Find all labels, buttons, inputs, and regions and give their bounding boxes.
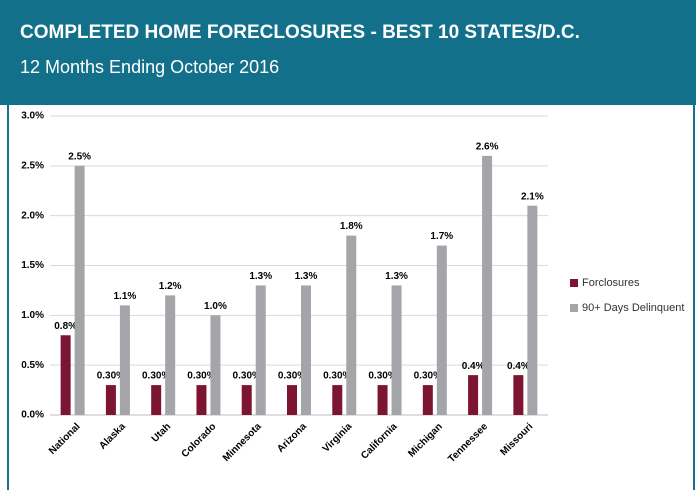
header-band (0, 0, 696, 105)
bar (60, 335, 71, 415)
legend-swatch (570, 279, 578, 287)
legend-swatch (570, 304, 578, 312)
value-label: 0.30% (368, 371, 396, 382)
y-tick-label: 3.0% (21, 111, 44, 122)
value-label: 1.3% (295, 271, 318, 282)
y-tick-label: 1.5% (21, 260, 44, 271)
bar (377, 385, 388, 415)
legend-label: 90+ Days Delinquent (582, 302, 684, 314)
x-tick-label: Tennessee (446, 421, 490, 465)
chart-title: COMPLETED HOME FORECLOSURES - BEST 10 ST… (20, 22, 580, 43)
value-label: 1.0% (204, 301, 227, 312)
bar (255, 285, 266, 415)
y-tick-label: 1.0% (21, 310, 44, 321)
bar (513, 375, 524, 415)
value-label: 1.3% (385, 271, 408, 282)
value-label: 0.30% (97, 371, 125, 382)
value-label: 0.30% (323, 371, 351, 382)
x-tick-label: Arizona (275, 421, 309, 455)
bar (527, 205, 538, 415)
bar (391, 285, 402, 415)
bar (165, 295, 176, 415)
x-tick-label: Missouri (498, 421, 535, 458)
bar (346, 235, 357, 415)
x-tick-label: Alaska (97, 421, 128, 452)
value-label: 1.2% (159, 281, 182, 292)
value-label: 2.6% (476, 142, 499, 153)
value-label: 1.1% (114, 291, 137, 302)
chart-subtitle: 12 Months Ending October 2016 (20, 57, 279, 77)
value-label: 2.5% (68, 151, 91, 162)
bar (119, 305, 130, 415)
bar (241, 385, 252, 415)
y-tick-label: 2.0% (21, 210, 44, 221)
bar (210, 315, 221, 415)
bar (196, 385, 207, 415)
bar (287, 385, 297, 415)
value-label: 0.30% (278, 371, 306, 382)
value-label: 0.30% (233, 371, 261, 382)
x-tick-label: Virginia (321, 421, 355, 455)
bar (74, 165, 85, 415)
x-tick-label: Colorado (180, 421, 219, 460)
bar (468, 375, 479, 415)
y-tick-label: 0.5% (21, 360, 44, 371)
x-tick-label: Utah (150, 421, 174, 445)
value-label: 0.30% (414, 371, 442, 382)
value-label: 0.4% (462, 361, 485, 372)
bar (436, 245, 447, 415)
legend-label: Forclosures (582, 277, 640, 289)
x-tick-label: National (47, 421, 83, 457)
value-label: 1.8% (340, 221, 363, 232)
bar (482, 155, 493, 415)
bar (151, 385, 162, 415)
bar (105, 385, 116, 415)
bar (422, 385, 433, 415)
bar (332, 385, 343, 415)
bar (301, 285, 311, 415)
x-tick-label: Michigan (406, 421, 444, 459)
y-tick-label: 2.5% (21, 160, 44, 171)
value-label: 0.8% (54, 321, 77, 332)
value-label: 0.4% (507, 361, 530, 372)
value-label: 0.30% (142, 371, 170, 382)
x-tick-label: Minnesota (221, 421, 264, 464)
y-tick-label: 0.0% (21, 410, 44, 421)
value-label: 2.1% (521, 191, 544, 202)
x-tick-label: California (359, 421, 400, 462)
value-label: 1.3% (249, 271, 272, 282)
value-label: 0.30% (187, 371, 215, 382)
value-label: 1.7% (430, 231, 453, 242)
